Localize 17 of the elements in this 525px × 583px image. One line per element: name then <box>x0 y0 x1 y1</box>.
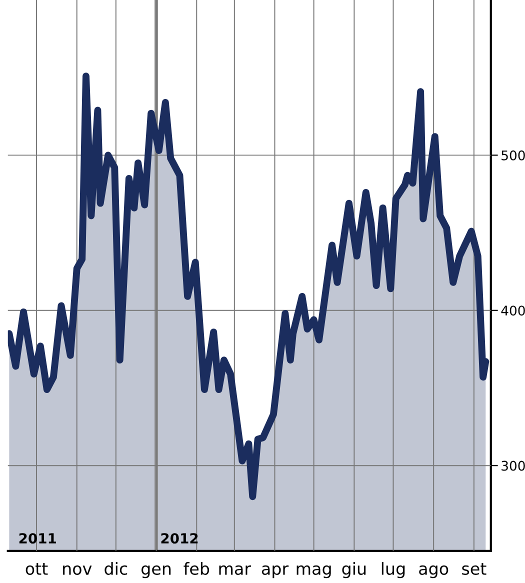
x-tick-label: gen <box>142 565 171 578</box>
x-tick-label: ott <box>26 563 48 575</box>
x-tick-label: giu <box>342 562 366 578</box>
x-tick-label: set <box>462 563 486 575</box>
annotation: 2011 <box>19 533 56 544</box>
x-tick-label: nov <box>63 565 92 575</box>
x-tick-label: feb <box>184 562 210 575</box>
x-tick-label: dic <box>104 562 128 575</box>
y-tick-label: 300 <box>502 460 525 471</box>
x-tick-label: mag <box>296 565 331 578</box>
x-tick-label: mar <box>219 565 252 575</box>
x-tick-label: lug <box>382 562 405 578</box>
ref-line-label: 2012 <box>161 533 198 544</box>
y-tick-label: 400 <box>501 306 525 316</box>
x-tick-label: apr <box>262 565 289 578</box>
x-tick-label: ago <box>419 565 448 578</box>
y-tick-label: 500 <box>502 150 525 160</box>
